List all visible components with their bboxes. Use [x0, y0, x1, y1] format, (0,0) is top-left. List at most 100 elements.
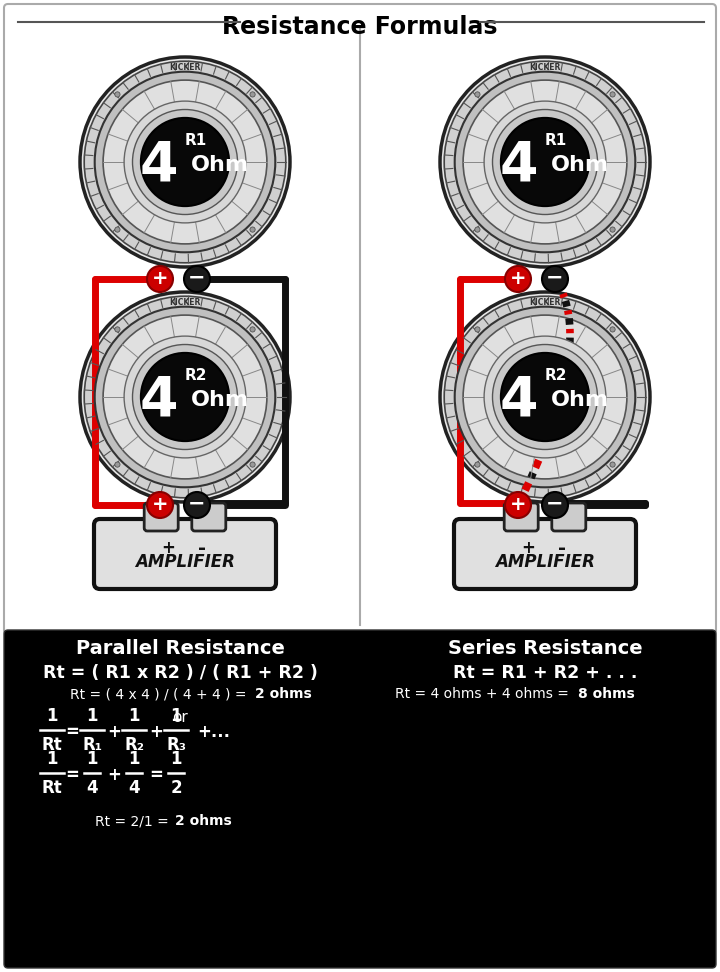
Text: 1: 1 — [170, 707, 181, 725]
Text: 2 ohms: 2 ohms — [175, 814, 232, 828]
Text: Ohm: Ohm — [552, 390, 609, 410]
Text: −: − — [546, 268, 564, 288]
Text: +: + — [152, 496, 168, 514]
Text: 2 ohms: 2 ohms — [255, 687, 312, 701]
Text: Rt = 2/1 =: Rt = 2/1 = — [95, 814, 173, 828]
Text: KICKER: KICKER — [169, 298, 201, 307]
Text: R₃: R₃ — [166, 736, 186, 754]
Circle shape — [84, 296, 286, 498]
Text: 4: 4 — [139, 138, 178, 192]
Circle shape — [147, 492, 173, 518]
Circle shape — [114, 226, 120, 232]
Text: Rt = ( R1 x R2 ) / ( R1 + R2 ): Rt = ( R1 x R2 ) / ( R1 + R2 ) — [42, 664, 318, 682]
Text: AMPLIFIER: AMPLIFIER — [495, 553, 595, 571]
Circle shape — [147, 266, 173, 292]
Circle shape — [440, 57, 650, 267]
Circle shape — [484, 101, 606, 223]
Circle shape — [184, 266, 210, 292]
Text: KICKER: KICKER — [529, 63, 561, 72]
FancyBboxPatch shape — [454, 519, 636, 589]
Text: +: + — [107, 766, 121, 784]
Text: R1: R1 — [544, 133, 567, 149]
Circle shape — [455, 307, 635, 487]
Text: Rt = R1 + R2 + . . .: Rt = R1 + R2 + . . . — [453, 664, 637, 682]
Text: +: + — [510, 496, 526, 514]
Circle shape — [141, 118, 229, 206]
Circle shape — [250, 327, 255, 332]
FancyBboxPatch shape — [94, 519, 276, 589]
Circle shape — [95, 72, 275, 253]
Circle shape — [114, 327, 120, 332]
Circle shape — [250, 91, 255, 97]
Text: 1: 1 — [128, 750, 140, 768]
Circle shape — [610, 226, 615, 232]
Text: KICKER: KICKER — [529, 298, 561, 307]
Text: +...: +... — [197, 723, 230, 741]
Circle shape — [440, 292, 650, 502]
Text: Ohm: Ohm — [192, 390, 249, 410]
Circle shape — [501, 353, 589, 441]
Text: R2: R2 — [544, 368, 567, 384]
Text: Rt: Rt — [42, 779, 63, 797]
Circle shape — [501, 118, 589, 206]
Text: Rt = 4 ohms + 4 ohms =: Rt = 4 ohms + 4 ohms = — [395, 687, 573, 701]
Text: 1: 1 — [46, 750, 58, 768]
Circle shape — [114, 462, 120, 468]
Circle shape — [444, 296, 646, 498]
Text: 1: 1 — [170, 750, 181, 768]
Text: +: + — [510, 269, 526, 289]
Circle shape — [610, 327, 615, 332]
Text: Rt: Rt — [42, 736, 63, 754]
Text: −: − — [546, 494, 564, 514]
Circle shape — [505, 266, 531, 292]
Text: 2: 2 — [170, 779, 182, 797]
Circle shape — [492, 110, 598, 215]
Circle shape — [103, 80, 267, 244]
Text: Series Resistance: Series Resistance — [448, 639, 642, 658]
Text: +: + — [161, 539, 175, 557]
Circle shape — [103, 315, 267, 479]
Text: 4: 4 — [139, 373, 178, 427]
Text: AMPLIFIER: AMPLIFIER — [135, 553, 235, 571]
Circle shape — [95, 307, 275, 487]
Circle shape — [124, 336, 246, 458]
Text: -: - — [558, 538, 566, 558]
Text: 1: 1 — [128, 707, 140, 725]
Circle shape — [542, 492, 568, 518]
Circle shape — [80, 57, 290, 267]
Text: =: = — [65, 723, 79, 741]
FancyBboxPatch shape — [192, 503, 226, 531]
Circle shape — [250, 462, 255, 468]
Text: +: + — [521, 539, 535, 557]
FancyBboxPatch shape — [4, 4, 716, 634]
Circle shape — [505, 492, 531, 518]
Circle shape — [114, 91, 120, 97]
Circle shape — [80, 292, 290, 502]
Circle shape — [474, 91, 480, 97]
Circle shape — [474, 226, 480, 232]
Circle shape — [474, 462, 480, 468]
Text: R1: R1 — [184, 133, 207, 149]
Text: +: + — [149, 723, 163, 741]
FancyBboxPatch shape — [144, 503, 179, 531]
Text: 4: 4 — [499, 138, 538, 192]
Text: KICKER: KICKER — [169, 63, 201, 72]
Circle shape — [184, 492, 210, 518]
Circle shape — [455, 72, 635, 253]
Circle shape — [132, 344, 238, 449]
Text: +: + — [107, 723, 121, 741]
Text: Resistance Formulas: Resistance Formulas — [222, 15, 498, 39]
Circle shape — [542, 266, 568, 292]
Text: 4: 4 — [128, 779, 140, 797]
Circle shape — [84, 61, 286, 262]
Text: R₁: R₁ — [82, 736, 102, 754]
Circle shape — [463, 80, 627, 244]
Text: 4: 4 — [499, 373, 538, 427]
Text: R2: R2 — [184, 368, 207, 384]
Text: Ohm: Ohm — [192, 156, 249, 175]
Text: 1: 1 — [46, 707, 58, 725]
Circle shape — [444, 61, 646, 262]
Circle shape — [132, 110, 238, 215]
Circle shape — [141, 353, 229, 441]
Text: 8 ohms: 8 ohms — [578, 687, 635, 701]
